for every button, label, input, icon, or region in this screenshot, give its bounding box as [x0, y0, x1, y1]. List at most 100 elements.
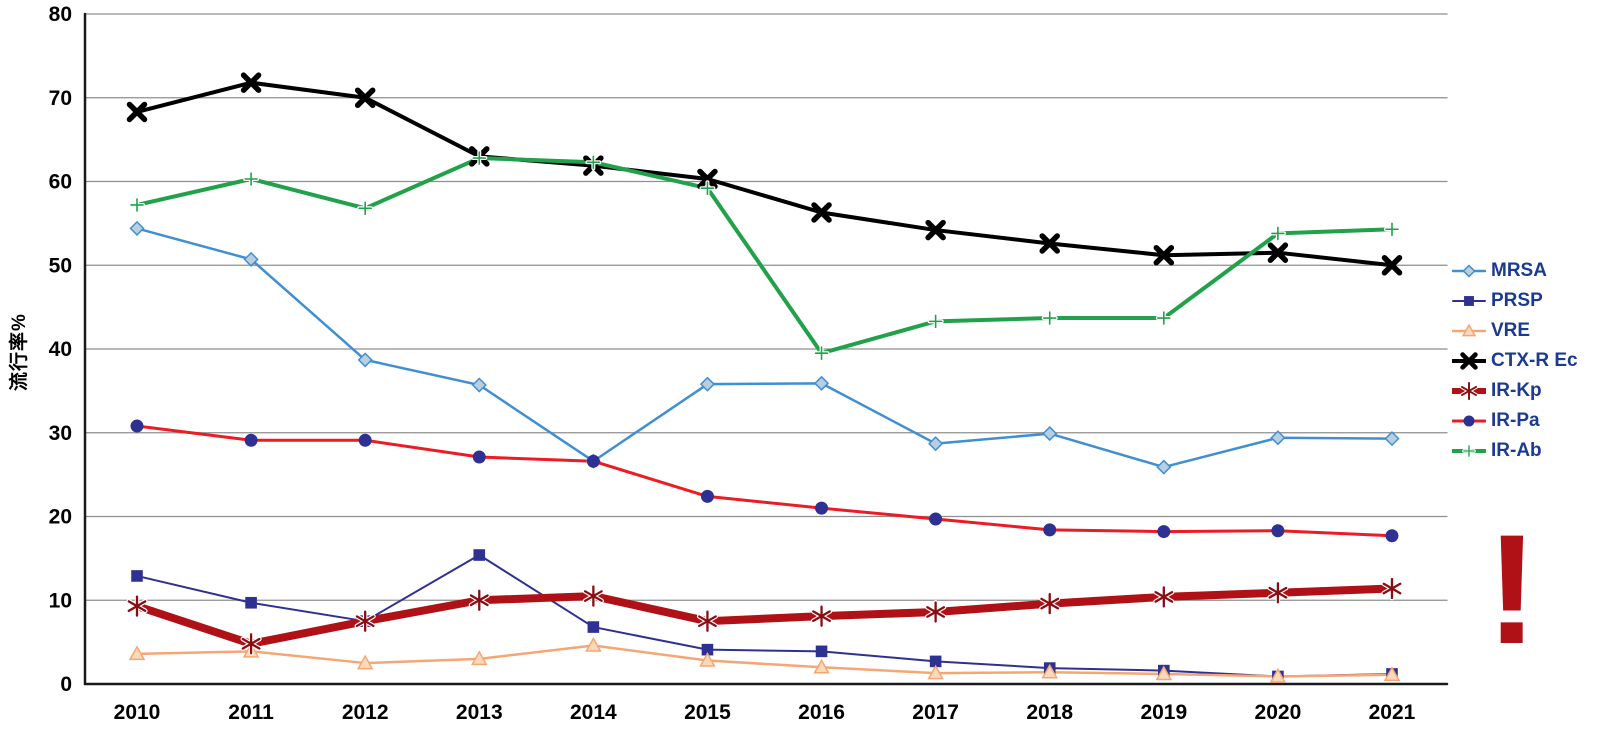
series-marker — [1153, 244, 1175, 266]
legend-item-vre: VRE — [1451, 316, 1578, 346]
series-marker — [813, 658, 830, 674]
legend-marker-canvas — [1451, 444, 1487, 458]
series-marker — [1462, 264, 1476, 278]
x-tick-label: 2019 — [1140, 701, 1187, 724]
series-marker — [127, 600, 147, 613]
y-tick-label: 10 — [49, 589, 72, 612]
y-tick-label: 80 — [49, 3, 72, 26]
series-marker — [1384, 431, 1400, 447]
x-tick-label: 2016 — [798, 701, 845, 724]
legend-marker-canvas — [1452, 296, 1486, 306]
legend-item-ir-kp: IR-Kp — [1450, 376, 1578, 406]
series-marker — [1039, 233, 1060, 254]
series-marker — [1043, 523, 1057, 537]
series-marker — [1155, 665, 1173, 681]
series-marker — [811, 202, 832, 223]
legend-label-ir-kp: IR-Kp — [1491, 380, 1542, 401]
series-marker — [355, 615, 375, 628]
series-line-IR-Ab — [135, 156, 1394, 356]
series-marker — [1042, 426, 1058, 442]
y-tick-label: 30 — [49, 422, 72, 445]
series-marker — [240, 72, 262, 93]
x-tick-label: 2018 — [1026, 701, 1073, 724]
series-marker — [1460, 352, 1478, 370]
legend-marker-ctx-r-ec — [1451, 351, 1487, 371]
series-marker — [926, 606, 946, 618]
series-marker — [1040, 597, 1060, 610]
series-marker — [241, 637, 261, 650]
legend-marker-canvas — [1451, 264, 1487, 278]
x-tick-label: 2015 — [684, 701, 731, 724]
x-tick-label: 2017 — [912, 701, 959, 724]
legend-item-prsp: PRSP — [1452, 286, 1578, 316]
series-marker — [473, 549, 486, 561]
series-marker — [583, 590, 603, 602]
series-line-IR-Pa — [135, 424, 1394, 538]
legend-marker-vre — [1451, 321, 1487, 341]
x-tick-label: 2011 — [228, 701, 274, 724]
series-marker — [1271, 524, 1285, 538]
x-tick-label: 2020 — [1255, 701, 1302, 724]
series-marker — [1464, 296, 1474, 306]
series-marker — [812, 610, 831, 623]
series-marker — [131, 570, 143, 582]
legend-item-ir-ab: IR-Ab — [1451, 436, 1578, 466]
series-marker — [586, 454, 600, 468]
series-marker — [927, 664, 944, 680]
series-marker — [929, 512, 943, 526]
series-marker — [929, 655, 942, 668]
series-marker — [1463, 415, 1475, 427]
series-marker — [1460, 385, 1478, 397]
legend-marker-ir-kp — [1450, 380, 1488, 402]
series-marker — [585, 636, 602, 652]
legend-item-ctx-r-ec: CTX-R Ec — [1451, 346, 1578, 376]
x-tick-label: 2010 — [114, 701, 161, 724]
series-marker — [813, 375, 830, 391]
series-marker — [1041, 663, 1058, 679]
series-marker — [358, 433, 372, 447]
series-marker — [925, 219, 946, 241]
series-marker — [357, 352, 373, 368]
series-marker — [1385, 529, 1399, 543]
series-marker — [815, 501, 829, 515]
series-marker — [356, 654, 374, 670]
legend-marker-canvas — [1451, 323, 1487, 337]
series-marker — [699, 376, 716, 392]
legend-marker-mrsa — [1451, 261, 1487, 281]
series-line-IR-Kp — [133, 584, 1396, 648]
series-marker — [472, 450, 486, 464]
x-tick-label: 2014 — [570, 701, 617, 724]
series-marker — [815, 645, 828, 658]
series-marker — [1269, 667, 1287, 683]
series-line-CTX-R Ec — [135, 80, 1394, 268]
x-tick-label: 2012 — [342, 701, 389, 724]
series-marker — [130, 419, 144, 433]
legend-label-prsp: PRSP — [1491, 290, 1543, 311]
series-marker — [471, 377, 487, 393]
series-marker — [701, 643, 714, 656]
y-tick-label: 70 — [49, 87, 72, 110]
series-marker — [1383, 666, 1401, 682]
series-marker — [698, 615, 717, 628]
legend-marker-canvas — [1450, 380, 1488, 402]
x-tick-label: 2013 — [456, 701, 503, 724]
y-tick-label: 20 — [49, 506, 72, 529]
legend-label-ctx-r-ec: CTX-R Ec — [1491, 350, 1578, 371]
y-tick-label: 50 — [49, 254, 72, 277]
y-tick-label: 60 — [49, 171, 72, 194]
series-marker — [699, 652, 716, 667]
series-marker — [354, 87, 376, 108]
series-marker — [128, 645, 146, 661]
y-tick-label: 40 — [49, 338, 72, 361]
legend-marker-prsp — [1452, 291, 1486, 311]
x-tick-label: 2021 — [1369, 701, 1416, 724]
series-marker — [587, 621, 600, 633]
legend-marker-canvas — [1451, 352, 1487, 370]
y-tick-label: 0 — [60, 673, 72, 696]
alert-exclamation-icon: ! — [1486, 503, 1538, 677]
series-marker — [243, 251, 259, 267]
series-marker — [245, 596, 257, 609]
series-marker — [1157, 525, 1171, 539]
series-marker — [1268, 586, 1288, 599]
